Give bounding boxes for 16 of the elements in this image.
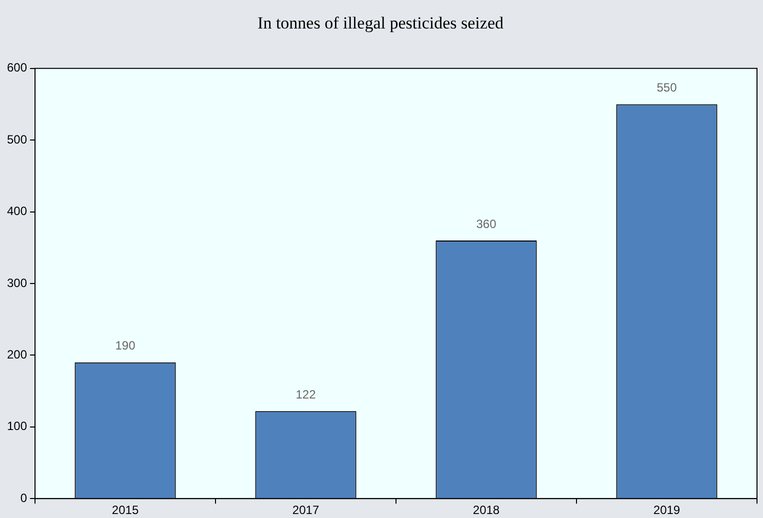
x-tick-label: 2017: [292, 503, 320, 518]
chart-title: In tonnes of illegal pesticides seized: [258, 14, 504, 33]
y-tick-label: 300: [6, 276, 28, 290]
x-tick-label: 2018: [472, 503, 500, 518]
data-label: 360: [476, 216, 497, 231]
x-tick-label: 2015: [112, 503, 139, 518]
x-tick-label: 2019: [653, 503, 680, 518]
y-tick-label: 100: [6, 419, 28, 434]
data-label: 122: [296, 387, 316, 402]
data-label: 550: [656, 80, 678, 95]
y-tick-label: 200: [6, 348, 28, 362]
y-tick-label: 500: [6, 132, 28, 146]
y-tick-label: 400: [6, 204, 28, 218]
data-label: 190: [115, 338, 136, 353]
y-tick-label: 600: [6, 60, 28, 75]
y-tick-label: 0: [20, 490, 28, 505]
